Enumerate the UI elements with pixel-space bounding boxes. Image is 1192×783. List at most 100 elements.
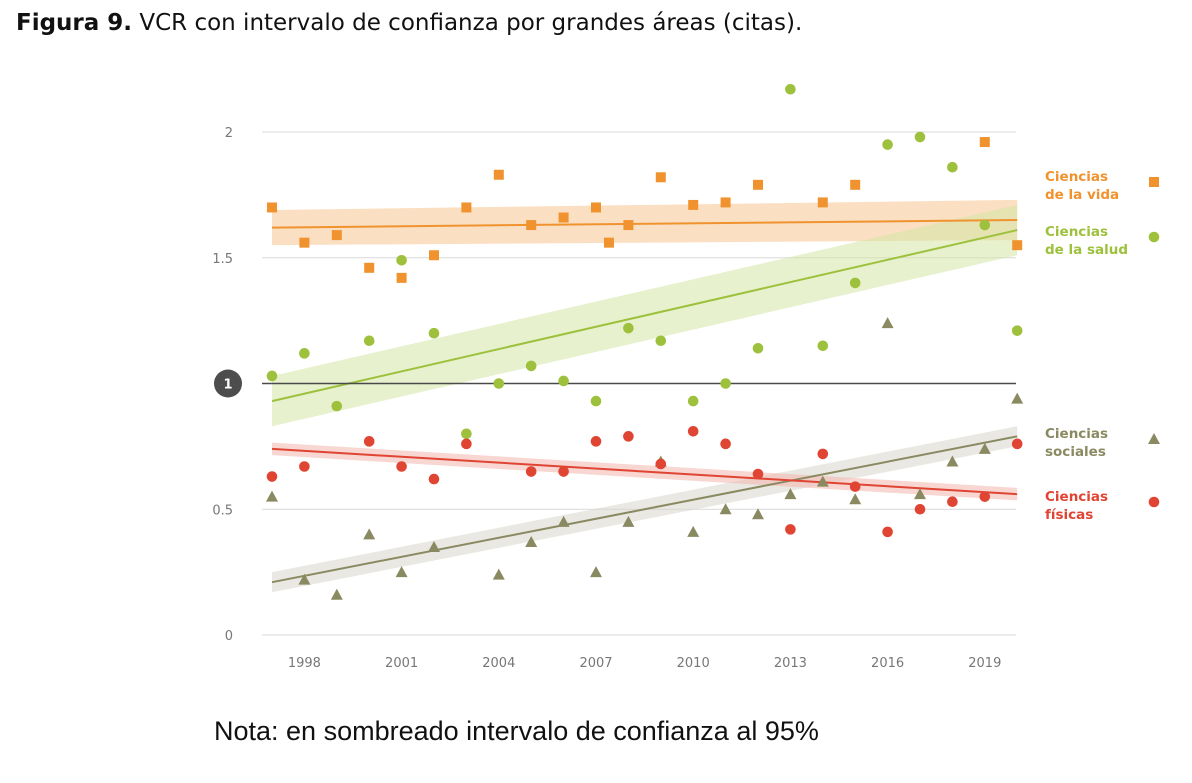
- ciencias-fisicas-point: [785, 524, 796, 535]
- ciencias-de-la-vida-point: [331, 230, 342, 241]
- reference-badge: [214, 369, 242, 398]
- ciencias-de-la-salud-point: [623, 322, 634, 334]
- ciencias-fisicas-point: [947, 496, 958, 508]
- ciencias-de-la-salud-point: [752, 342, 764, 354]
- ciencias-de-la-salud-point: [882, 139, 893, 150]
- ciencias-fisicas-trend-line: [271, 447, 1018, 496]
- ciencias-sociales-point: [914, 488, 926, 500]
- ciencias-fisicas-point: [1011, 438, 1023, 450]
- ciencias-de-la-salud-point: [720, 378, 731, 389]
- ciencias-de-la-vida-point: [688, 199, 699, 210]
- ciencias-fisicas-point: [849, 481, 861, 492]
- figure-caption-text: VCR con intervalo de confianza por grand…: [139, 10, 803, 36]
- ciencias-de-la-vida-point: [267, 202, 277, 213]
- ciencias-sociales-point: [330, 588, 343, 600]
- ciencias-fisicas-point: [914, 503, 926, 515]
- ciencias-de-la-salud-point: [396, 254, 407, 266]
- ciencias-fisicas-point: [525, 466, 537, 477]
- ciencias-de-la-vida-point: [396, 272, 407, 283]
- ciencias-de-la-vida-point: [591, 202, 601, 213]
- ciencias-fisicas-point: [882, 526, 893, 538]
- x-tick-label: 2004: [482, 656, 515, 671]
- ciencias-de-la-vida-point: [461, 202, 472, 213]
- x-tick-label: 2013: [774, 656, 807, 671]
- ciencias-de-la-salud-point: [979, 219, 991, 231]
- ciencias-fisicas-point: [817, 448, 829, 460]
- ciencias-de-la-salud-trend-line: [271, 229, 1018, 403]
- legend-label-ciencias-fisicas: físicas: [1045, 507, 1093, 523]
- ciencias-fisicas-point: [752, 468, 764, 480]
- ciencias-de-la-vida-point: [979, 137, 990, 148]
- ciencias-fisicas-point: [266, 471, 278, 482]
- ciencias-sociales-point: [719, 503, 732, 515]
- x-tick-label: 2007: [579, 656, 612, 671]
- ciencias-de-la-salud-point: [299, 348, 310, 359]
- legend-label-ciencias-fisicas: Ciencias: [1045, 489, 1108, 505]
- legend-marker-ciencias-sociales: [1148, 433, 1160, 444]
- legend-marker-ciencias-fisicas: [1148, 496, 1160, 508]
- ciencias-de-la-salud-point: [849, 277, 861, 289]
- legend-label-ciencias-de-la-salud: de la salud: [1045, 242, 1128, 258]
- ciencias-de-la-salud-point: [525, 360, 537, 372]
- ciencias-de-la-vida-point: [299, 237, 310, 248]
- x-tick-label: 2016: [871, 656, 904, 671]
- ciencias-sociales-point: [590, 566, 602, 578]
- ciencias-sociales-point: [492, 568, 505, 580]
- ciencias-sociales-point: [395, 566, 408, 578]
- ciencias-fisicas-point: [428, 473, 440, 485]
- ciencias-fisicas-point: [461, 438, 472, 450]
- ciencias-de-la-vida-point: [603, 237, 614, 248]
- ciencias-sociales-point: [752, 508, 764, 520]
- legend-label-ciencias-de-la-vida: de la vida: [1045, 187, 1119, 203]
- x-tick-label: 2010: [677, 656, 710, 671]
- legend-label-ciencias-de-la-vida: Ciencias: [1045, 169, 1108, 185]
- x-tick-label: 2001: [385, 656, 418, 671]
- ciencias-de-la-vida-point: [623, 220, 634, 231]
- ciencias-de-la-salud-point: [947, 161, 958, 173]
- ciencias-sociales-point: [687, 525, 700, 537]
- ciencias-de-la-vida-trend-line: [271, 219, 1018, 229]
- ciencias-de-la-salud-point: [331, 400, 343, 412]
- ciencias-de-la-vida-confidence-band: [272, 199, 1018, 246]
- ciencias-de-la-salud-point: [655, 335, 667, 347]
- ciencias-sociales-point: [816, 475, 829, 487]
- ciencias-de-la-salud-point: [461, 428, 472, 440]
- legend-marker-ciencias-de-la-salud: [1148, 231, 1160, 243]
- ciencias-de-la-salud-point: [1011, 325, 1023, 336]
- ciencias-de-la-salud-point: [817, 340, 829, 352]
- ciencias-de-la-salud-point: [493, 378, 505, 389]
- legend-label-ciencias-de-la-salud: Ciencias: [1045, 224, 1108, 240]
- x-tick-label: 1998: [288, 656, 321, 671]
- ciencias-sociales-point: [557, 515, 570, 527]
- ciencias-de-la-salud-point: [785, 83, 796, 95]
- ciencias-fisicas-point: [687, 425, 699, 437]
- ciencias-de-la-salud-point: [558, 375, 569, 387]
- ciencias-fisicas-point: [396, 461, 407, 472]
- ciencias-sociales-point: [525, 535, 538, 547]
- ciencias-fisicas-point: [558, 466, 569, 477]
- legend-label-ciencias-sociales: sociales: [1045, 444, 1106, 460]
- ciencias-sociales-point: [1011, 392, 1024, 404]
- ciencias-de-la-vida-point: [655, 172, 666, 183]
- ciencias-de-la-vida-point: [850, 179, 861, 190]
- ciencias-de-la-salud-point: [590, 395, 602, 407]
- ciencias-fisicas-point: [623, 431, 634, 442]
- ciencias-fisicas-point: [590, 436, 602, 447]
- y-tick-label: 1.5: [212, 252, 233, 267]
- ciencias-de-la-vida-point: [1012, 240, 1023, 251]
- ciencias-de-la-salud-point: [687, 395, 699, 407]
- ciencias-de-la-vida-point: [364, 262, 375, 273]
- ciencias-sociales-point: [428, 540, 440, 552]
- ciencias-de-la-vida-point: [429, 250, 439, 261]
- y-tick-label: 0: [225, 629, 233, 644]
- reference-badge-label: 1: [223, 378, 232, 393]
- legend-marker-ciencias-de-la-vida: [1149, 177, 1159, 187]
- ciencias-sociales-point: [784, 488, 797, 500]
- ciencias-fisicas-point: [720, 438, 731, 450]
- ciencias-de-la-vida-point: [753, 179, 763, 190]
- ciencias-sociales-point: [978, 442, 991, 454]
- ciencias-sociales-point: [363, 528, 376, 540]
- ciencias-sociales-point: [298, 573, 311, 585]
- ciencias-de-la-vida-point: [493, 169, 504, 180]
- legend-label-ciencias-sociales: Ciencias: [1045, 426, 1108, 442]
